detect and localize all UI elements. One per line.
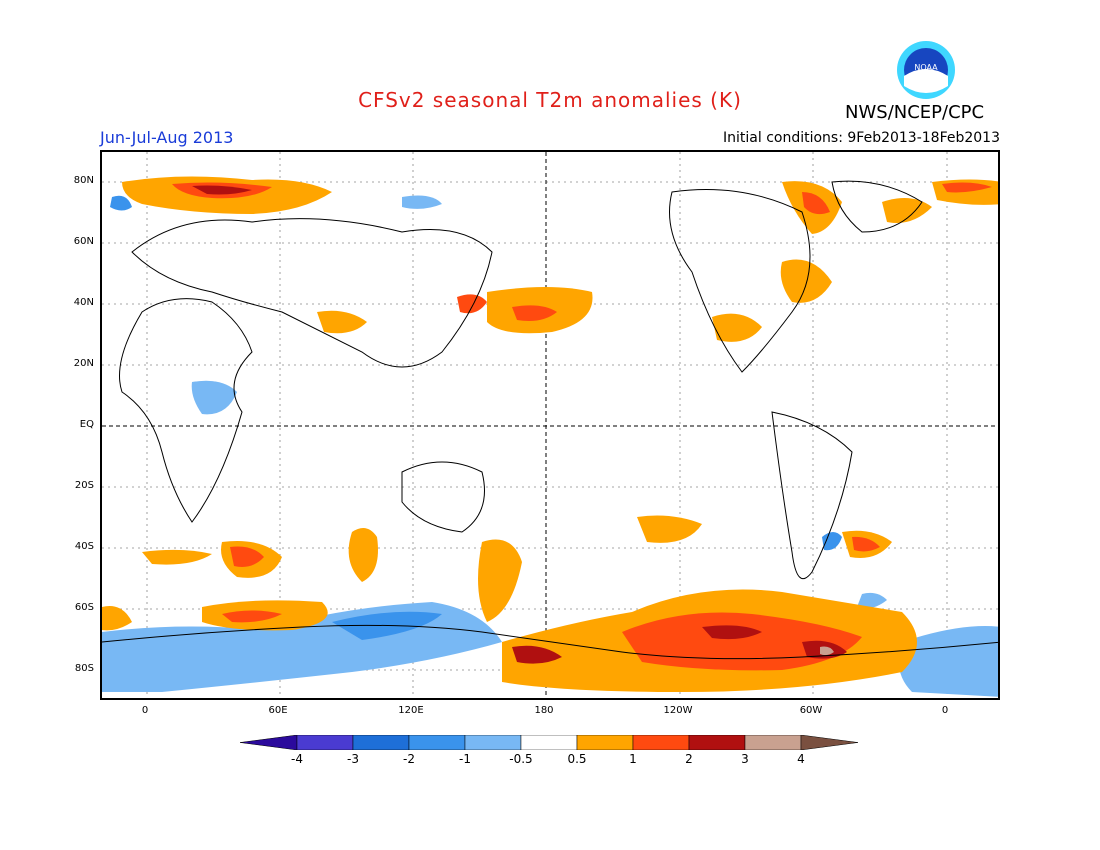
colorbar-label: -0.5 [509, 752, 533, 766]
lon-label-0: 0 [141, 705, 149, 716]
colorbar-label: -1 [459, 752, 471, 766]
colorbar-label: 0.5 [567, 752, 587, 766]
colorbar-label: 2 [685, 752, 693, 766]
colorbar-bin [632, 735, 690, 750]
colorbar-label: -2 [403, 752, 415, 766]
colorbar-bin [744, 735, 802, 750]
colorbar-label: -4 [291, 752, 303, 766]
lon-label-120e: 120E [398, 705, 424, 716]
agency-label: NWS/NCEP/CPC [845, 102, 985, 123]
coastlines [102, 180, 998, 660]
lat-label-20n: 20N [73, 358, 94, 369]
chart-title: CFSv2 seasonal T2m anomalies (K) [358, 88, 742, 112]
lon-label-0-east: 0 [941, 705, 949, 716]
season-label: Jun-Jul-Aug 2013 [100, 128, 234, 147]
colorbar-bin [520, 735, 578, 750]
colorbar-bin [240, 735, 298, 750]
noaa-logo-text: NOAA [914, 63, 938, 72]
noaa-logo: NOAA [897, 41, 955, 99]
colorbar-bin [408, 735, 466, 750]
colorbar-label: -3 [347, 752, 359, 766]
lat-label-60s: 60S [74, 602, 94, 613]
lat-label-20s: 20S [74, 480, 94, 491]
colorbar-bin [576, 735, 634, 750]
colorbar-bin [464, 735, 522, 750]
lat-label-80s: 80S [74, 663, 94, 674]
colorbar-bin [352, 735, 410, 750]
colorbar-label: 3 [741, 752, 749, 766]
initial-conditions-label: Initial conditions: 9Feb2013-18Feb2013 [723, 130, 1000, 146]
lon-label-180: 180 [534, 705, 554, 716]
lon-label-120w: 120W [663, 705, 693, 716]
map-canvas [102, 152, 998, 698]
colorbar-label: 1 [629, 752, 637, 766]
lat-label-80n: 80N [73, 175, 94, 186]
colorbar-bin [296, 735, 354, 750]
colorbar-label: 4 [797, 752, 805, 766]
lat-label-40n: 40N [73, 297, 94, 308]
lon-label-60e: 60E [268, 705, 288, 716]
colorbar-bin [688, 735, 746, 750]
anomaly-map [100, 150, 1000, 700]
anomaly-warm-regions [102, 176, 998, 692]
colorbar-bin [800, 735, 859, 750]
lat-label-eq: EQ [79, 419, 94, 430]
colorbar [240, 735, 859, 750]
lon-label-60w: 60W [799, 705, 823, 716]
lat-label-40s: 40S [74, 541, 94, 552]
lat-label-60n: 60N [73, 236, 94, 247]
